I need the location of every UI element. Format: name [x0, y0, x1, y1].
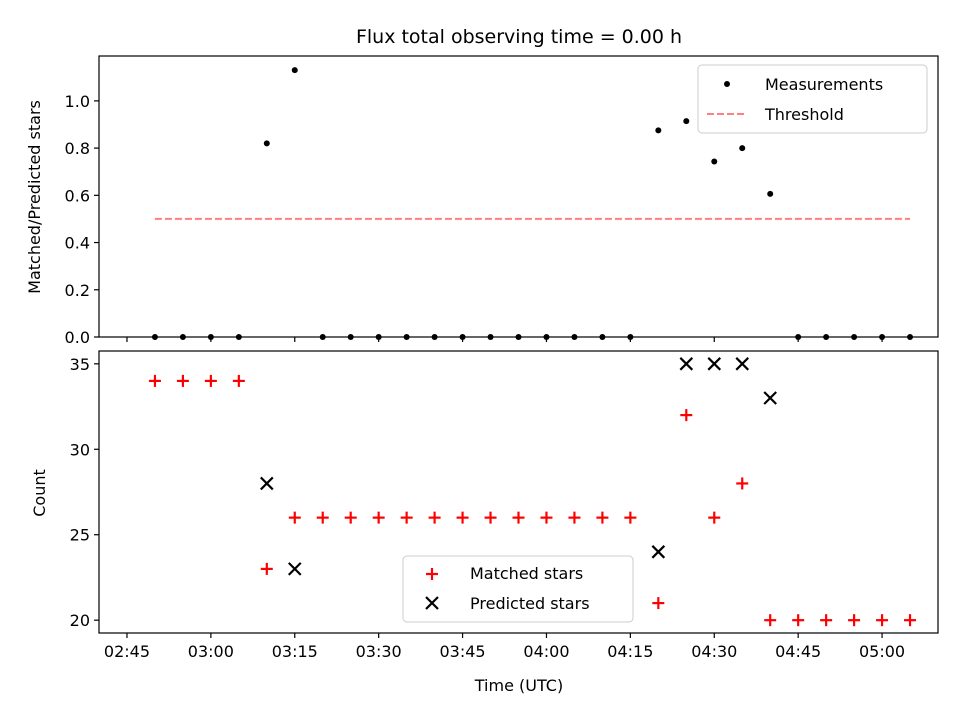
legend-matched-label: Matched stars	[470, 564, 583, 583]
x-tick-label: 03:30	[356, 642, 402, 661]
legend-measurements-label: Measurements	[765, 75, 883, 94]
top-panel: Matched/Predicted stars 0.0 0.2 0.4 0.6 0.8 1…	[25, 55, 939, 347]
x-tick-label: 04:15	[607, 642, 653, 661]
matched-star-point	[792, 614, 805, 627]
chart-title: Flux total observing time = 0.00 h	[356, 26, 682, 48]
bottom-legend: Matched stars Predicted stars	[402, 555, 634, 623]
bottom-ticks: 20 25 30 35 02:45 03:00 03:15 03:30 03:45 04:00 04…	[70, 355, 905, 661]
measurement-point	[683, 118, 690, 125]
legend-matched-marker	[426, 568, 438, 580]
top-y-tick-label: 0.8	[65, 139, 90, 158]
measurement-point	[263, 140, 270, 147]
matched-star-point	[540, 511, 553, 524]
x-tick-label: 04:00	[523, 642, 569, 661]
top-y-tick-label: 0.0	[65, 328, 90, 347]
x-tick-label: 04:45	[775, 642, 821, 661]
matched-star-point	[652, 597, 665, 610]
matched-star-point	[372, 511, 385, 524]
matched-star-point	[680, 409, 693, 422]
x-tick-label: 04:30	[691, 642, 737, 661]
matched-star-point	[512, 511, 525, 524]
bottom-legend-box	[402, 555, 634, 623]
matched-star-point	[232, 374, 245, 387]
predicted-star-point	[763, 391, 777, 405]
measurement-point	[655, 127, 662, 134]
top-y-tick-label: 0.4	[65, 234, 90, 253]
predicted-star-point	[260, 476, 274, 491]
top-y-axis-label: Matched/Predicted stars	[25, 100, 44, 294]
predicted-star-point	[707, 357, 722, 371]
legend-predicted-marker	[425, 596, 439, 610]
matched-star-point	[764, 614, 777, 627]
matched-star-point	[736, 477, 749, 490]
matched-star-point	[176, 374, 189, 387]
bottom-marks	[148, 357, 917, 627]
matched-star-point	[484, 511, 497, 524]
matched-star-point	[596, 511, 609, 524]
measurement-point	[767, 190, 774, 197]
x-axis-label: Time (UTC)	[474, 676, 563, 695]
bottom-y-tick-label: 20	[70, 611, 90, 630]
matched-star-point	[876, 614, 889, 627]
bottom-y-tick-label: 35	[70, 355, 90, 374]
top-legend-box	[697, 64, 928, 134]
bottom-panel: Count Time (UTC) 20 25 30 35 02:45 03:00 03:15…	[30, 350, 939, 695]
matched-star-point	[148, 374, 161, 387]
matched-star-point	[260, 562, 273, 575]
top-plot-frame	[98, 55, 939, 338]
measurement-point	[711, 158, 718, 165]
x-tick-label: 03:00	[188, 642, 234, 661]
x-tick-label: 03:45	[440, 642, 486, 661]
measurement-point	[291, 67, 298, 74]
top-y-tick-label: 0.2	[65, 281, 90, 300]
measurement-point	[739, 145, 746, 152]
x-tick-label: 02:45	[104, 642, 150, 661]
matched-star-point	[344, 511, 357, 524]
top-y-tick-label: 1.0	[65, 92, 90, 111]
matched-star-point	[708, 511, 721, 524]
bottom-y-tick-label: 30	[70, 440, 90, 459]
top-y-tick-label: 0.6	[65, 186, 90, 205]
matched-star-point	[428, 511, 441, 524]
predicted-star-point	[287, 562, 302, 576]
matched-star-point	[288, 511, 301, 524]
x-tick-label: 03:15	[272, 642, 318, 661]
predicted-star-point	[735, 357, 750, 371]
bottom-plot-frame	[98, 350, 939, 634]
matched-star-point	[624, 511, 637, 524]
top-ticks: 0.0 0.2 0.4 0.6 0.8 1.0	[65, 92, 883, 347]
top-legend: Measurements Threshold	[697, 64, 928, 134]
matched-star-point	[848, 614, 861, 627]
matched-star-point	[904, 614, 917, 627]
legend-predicted-label: Predicted stars	[470, 594, 590, 613]
legend-threshold-label: Threshold	[764, 105, 844, 124]
bottom-y-tick-label: 25	[70, 526, 90, 545]
matched-star-point	[568, 511, 581, 524]
predicted-star-point	[651, 545, 666, 559]
bottom-y-axis-label: Count	[30, 469, 49, 517]
matched-star-point	[456, 511, 469, 524]
predicted-star-point	[679, 357, 694, 371]
x-tick-label: 05:00	[859, 642, 905, 661]
matched-star-point	[204, 374, 217, 387]
legend-measurements-marker	[724, 81, 730, 87]
matched-star-point	[820, 614, 833, 627]
matched-star-point	[400, 511, 413, 524]
matched-star-point	[316, 511, 329, 524]
